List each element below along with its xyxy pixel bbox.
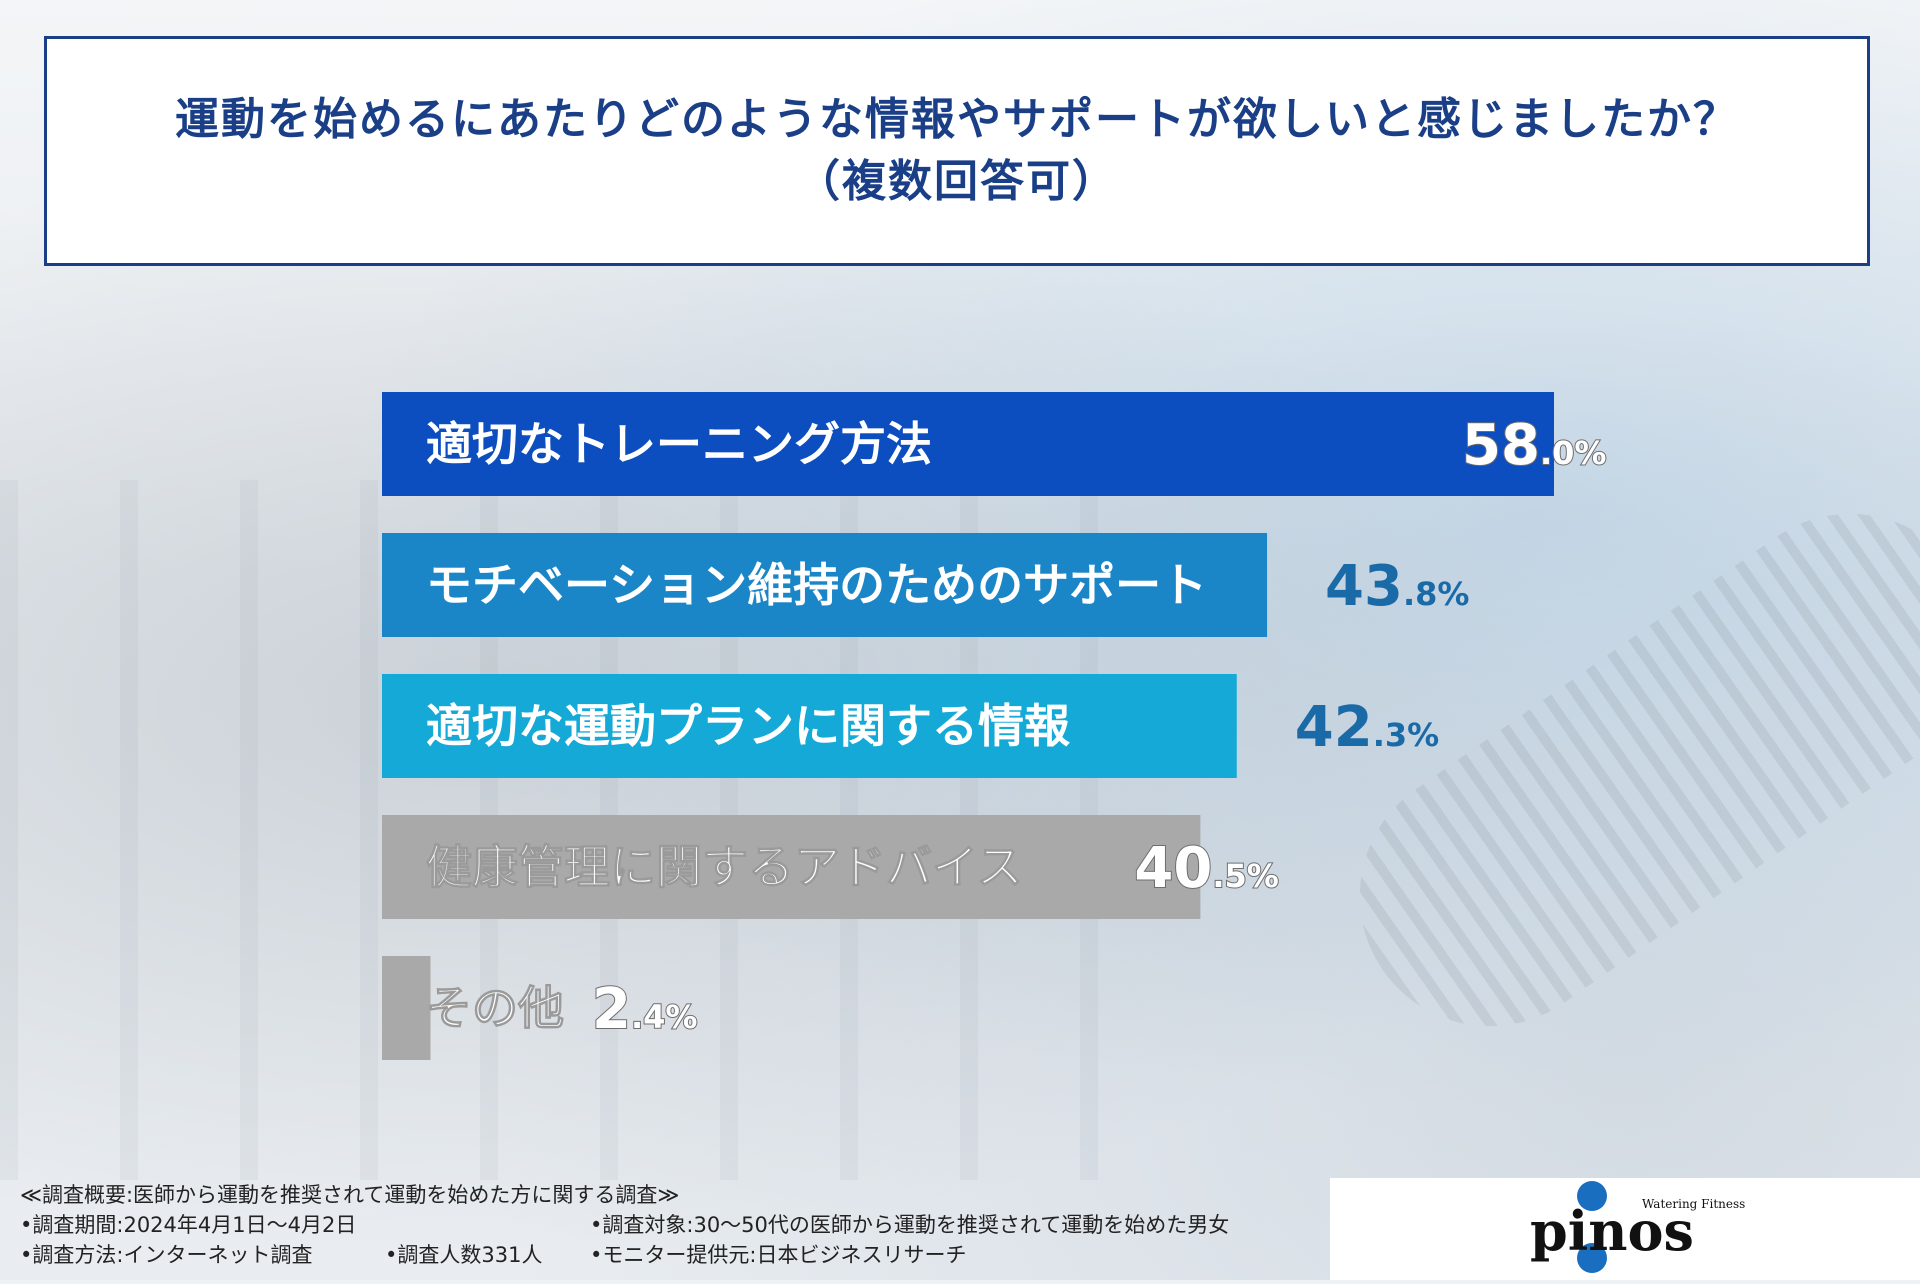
survey-summary: ≪調査概要:医師から運動を推奨されて運動を始めた方に関する調査≫ •調査期間:2… xyxy=(20,1180,1340,1270)
bar-3 xyxy=(382,674,1237,778)
logo-wordmark: pinos xyxy=(1530,1199,1694,1263)
bar-5 xyxy=(382,956,431,1060)
pinos-logo-mark: pinos Watering Fitness xyxy=(1530,1181,1745,1273)
survey-heading: ≪調査概要:医師から運動を推奨されて運動を始めた方に関する調査≫ xyxy=(20,1183,680,1207)
bar-label-3: 適切な運動プランに関する情報 xyxy=(426,699,1070,753)
bar-label-5: その他 xyxy=(426,981,564,1035)
question-title: 運動を始めるにあたりどのような情報やサポートが欲しいと感じましたか？ xyxy=(175,94,1739,145)
logo-bottom-circle xyxy=(1577,1243,1607,1273)
survey-row-1: •調査期間:2024年4月1日〜4月2日 •調査対象:30〜50代の医師から運動… xyxy=(20,1210,1340,1240)
bar-2 xyxy=(382,533,1268,637)
question-note: （複数回答可） xyxy=(796,156,1118,207)
survey-period: •調査期間:2024年4月1日〜4月2日 xyxy=(20,1213,357,1237)
survey-row-2: •調査方法:インターネット調査 •調査人数331人 •モニター提供元:日本ビジネ… xyxy=(20,1240,1340,1270)
question-title-box: 運動を始めるにあたりどのような情報やサポートが欲しいと感じましたか？ （複数回答… xyxy=(44,36,1870,266)
bar-4 xyxy=(382,815,1201,919)
bar-label-2: モチベーション維持のためのサポート xyxy=(426,558,1207,612)
survey-target: •調査対象:30〜50代の医師から運動を推奨されて運動を始めた男女 xyxy=(590,1213,1230,1237)
survey-method: •調査方法:インターネット調査 xyxy=(20,1243,313,1267)
bar-label-4: 健康管理に関するアドバイス xyxy=(426,840,1023,894)
logo-top-circle xyxy=(1577,1181,1607,1211)
survey-provider: •モニター提供元:日本ビジネスリサーチ xyxy=(590,1243,967,1267)
bar-label-1: 適切なトレーニング方法 xyxy=(426,417,932,471)
bar-1 xyxy=(382,392,1554,496)
value-label-2: 43.8% xyxy=(1325,554,1469,619)
value-label-5: 2.4% xyxy=(592,977,697,1042)
pinos-logo: pinos Watering Fitness xyxy=(1330,1178,1920,1280)
value-label-4: 40.5% xyxy=(1134,836,1278,901)
logo-tagline: Watering Fitness xyxy=(1642,1197,1745,1211)
survey-count: •調査人数331人 xyxy=(385,1243,543,1267)
value-label-1: 58.0% xyxy=(1462,413,1606,478)
value-label-3: 42.3% xyxy=(1295,695,1439,760)
survey-heading-row: ≪調査概要:医師から運動を推奨されて運動を始めた方に関する調査≫ xyxy=(20,1180,1340,1210)
